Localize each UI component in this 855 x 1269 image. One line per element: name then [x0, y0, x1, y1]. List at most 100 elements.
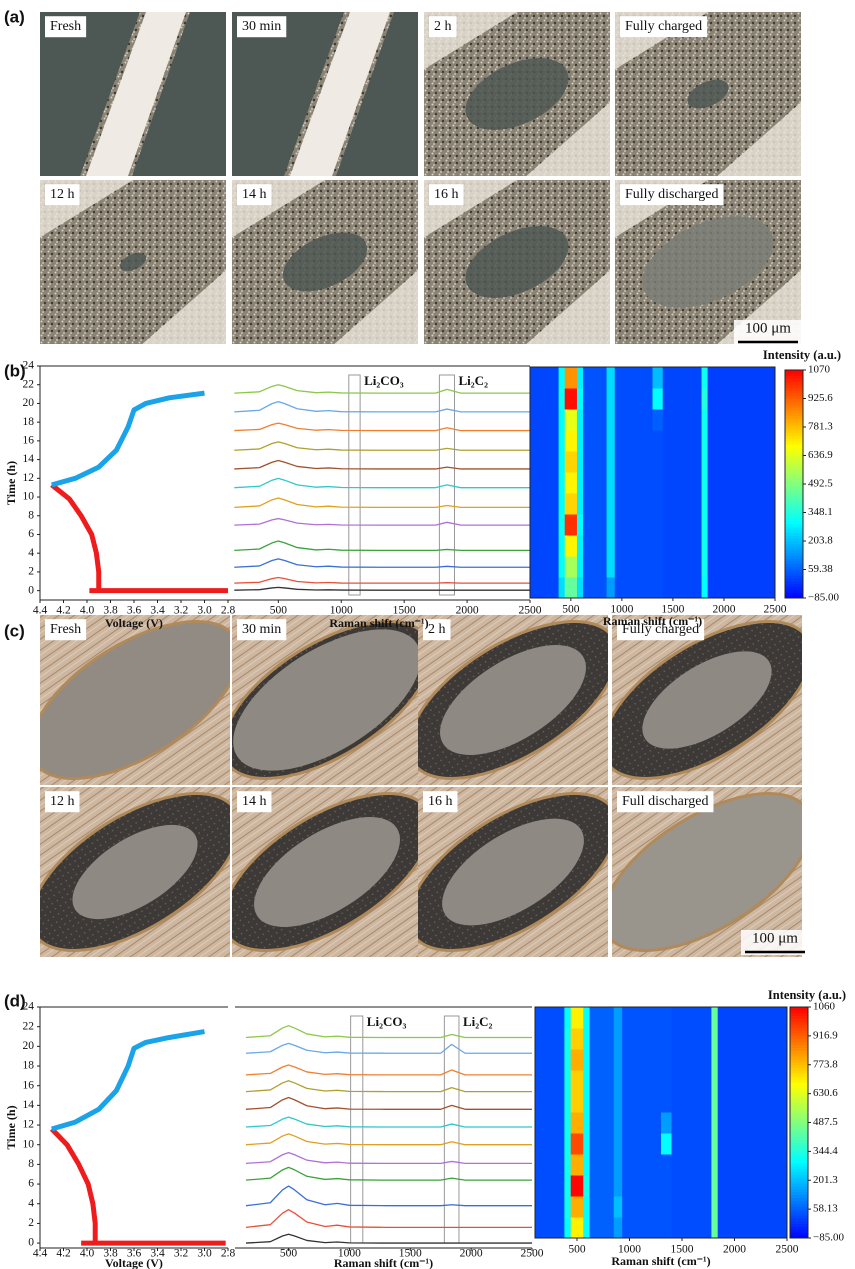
spectrum: [245, 1064, 532, 1076]
heatmap-cell: [662, 493, 702, 515]
colorbar-slice: [790, 1090, 808, 1095]
micrograph: Fully discharged: [615, 180, 801, 344]
colorbar-slice: [790, 1084, 808, 1089]
x-tick-label: 2500: [776, 1244, 799, 1256]
colorbar-slice: [785, 535, 803, 539]
lens-core: [233, 629, 421, 771]
colorbar-slice: [790, 1131, 808, 1135]
heatmap-cell: [558, 430, 566, 452]
heatmap-cell: [583, 472, 608, 494]
heatmap-cell: [661, 1070, 672, 1092]
heatmap-cell: [707, 451, 776, 473]
x-tick-label: 2.8: [221, 605, 236, 617]
heatmap-cell: [570, 1217, 584, 1239]
heatmap-cell: [535, 1154, 565, 1176]
colorbar-slice: [790, 1136, 808, 1141]
colorbar-slice: [790, 1160, 808, 1164]
heatmap-cell: [613, 1175, 623, 1197]
x-tick-label: 1000: [338, 1248, 361, 1260]
colorbar-slice: [785, 372, 803, 377]
label-background: [617, 791, 714, 813]
image-label: Fully discharged: [625, 187, 718, 202]
heatmap-cell: [613, 1154, 623, 1176]
heatmap-cell: [530, 451, 560, 473]
colorbar-slice: [785, 370, 803, 374]
panel-label: (d): [4, 991, 26, 1010]
heatmap-cell: [570, 1070, 584, 1092]
lens-core: [440, 645, 586, 755]
colorbar-slice: [790, 1096, 808, 1100]
heatmap-cell: [661, 1049, 672, 1071]
bright-edge: [526, 102, 610, 176]
y-axis-label: Time (h): [4, 1105, 18, 1149]
colorbar-slice: [790, 1082, 808, 1086]
heatmap-cell: [652, 367, 664, 389]
heatmap-cell: [711, 1175, 719, 1197]
x-tick-label: 1000: [618, 1244, 641, 1256]
heatmap-cell: [530, 472, 560, 494]
heatmap-cell: [662, 451, 702, 473]
x-tick-label: 2.8: [221, 1248, 236, 1260]
colorbar-slice: [790, 1177, 808, 1181]
colorbar-slice: [790, 1053, 808, 1057]
bright-band: [86, 12, 186, 176]
heatmap-cell: [711, 1049, 719, 1071]
heatmap-cell: [622, 1049, 662, 1071]
colorbar-slice: [790, 1232, 808, 1236]
lens: [612, 792, 802, 952]
heatmap-cell: [701, 451, 709, 473]
colorbar-slice: [790, 1200, 808, 1204]
heatmap-cell: [576, 430, 584, 452]
colorbar-tick-label: 487.5: [813, 1116, 838, 1128]
heatmap-cell: [661, 1217, 672, 1239]
heatmap-cell: [652, 556, 664, 578]
label-background: [620, 16, 708, 38]
colorbar-slice: [785, 421, 803, 425]
heatmap-cell: [564, 1028, 572, 1050]
heatmap-cell: [614, 472, 653, 494]
colorbar-slice: [790, 1162, 808, 1167]
heatmap-cell: [606, 514, 616, 536]
heatmap-cell: [661, 1175, 672, 1197]
colorbar-slice: [785, 529, 803, 533]
heatmap-cell: [622, 1154, 662, 1176]
heatmap-cell: [652, 535, 664, 557]
heatmap-cell: [614, 430, 653, 452]
label-background: [237, 619, 287, 641]
heatmap-cell: [589, 1007, 615, 1029]
x-tick-label: 3.2: [174, 1248, 189, 1260]
label-background: [423, 619, 451, 641]
colorbar-slice: [785, 398, 803, 402]
label-background: [237, 184, 272, 206]
colorbar-slice: [790, 1047, 808, 1051]
heatmap-cell: [558, 367, 566, 389]
colorbar-slice: [790, 1226, 808, 1230]
heatmap-cell: [589, 1175, 615, 1197]
heatmap-cell: [606, 535, 616, 557]
heatmap-cell: [652, 577, 664, 599]
heatmap-cell: [671, 1070, 712, 1092]
lens-core: [254, 817, 400, 927]
colorbar-slice: [790, 1102, 808, 1106]
y-tick-label: 12: [23, 472, 35, 484]
heatmap-cell: [662, 514, 702, 536]
heatmap-cell: [717, 1091, 788, 1113]
colorbar-tick-label: 59.38: [808, 563, 833, 575]
x-tick-label: 1000: [330, 605, 353, 617]
colorbar-tick-label: 344.4: [813, 1145, 838, 1157]
label-background: [620, 184, 724, 206]
colorbar-slice: [790, 1064, 808, 1069]
heatmap-cell: [583, 1091, 591, 1113]
colorbar-slice: [790, 1032, 808, 1037]
micrograph: 14 h: [232, 180, 418, 344]
dark-region: [119, 252, 147, 272]
colorbar-slice: [785, 427, 803, 431]
heatmap-cell: [576, 472, 584, 494]
heatmap-cell: [671, 1007, 712, 1029]
image-label: 16 h: [434, 187, 459, 202]
dark-region: [132, 12, 226, 176]
x-tick-label: 3.8: [103, 605, 118, 617]
x-axis-label: Raman shift (cm⁻¹): [334, 1256, 433, 1269]
heatmap-cell: [707, 514, 776, 536]
x-tick-label: 1500: [399, 1248, 422, 1260]
